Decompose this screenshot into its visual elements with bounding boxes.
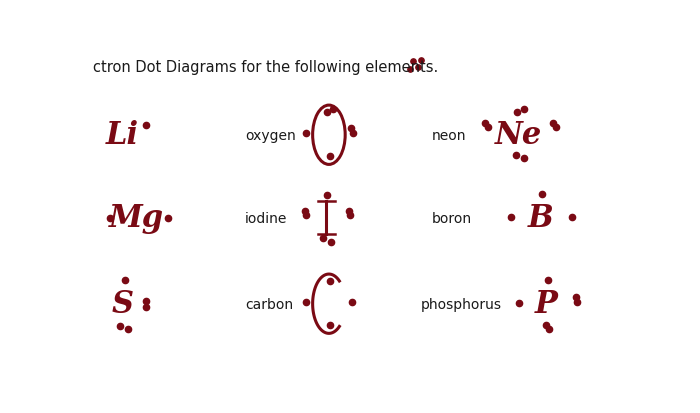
Text: boron: boron [432,211,472,225]
Text: neon: neon [432,128,466,142]
Text: carbon: carbon [245,297,293,311]
Text: ctron Dot Diagrams for the following elements.: ctron Dot Diagrams for the following ele… [93,59,438,74]
Text: S: S [112,289,134,319]
Text: iodine: iodine [245,211,287,225]
Text: Li: Li [106,120,139,151]
Text: P: P [535,289,557,319]
Text: Ne: Ne [495,120,542,151]
Text: Mg: Mg [108,203,164,234]
Text: oxygen: oxygen [245,128,295,142]
Text: B: B [528,203,554,234]
Text: phosphorus: phosphorus [421,297,502,311]
